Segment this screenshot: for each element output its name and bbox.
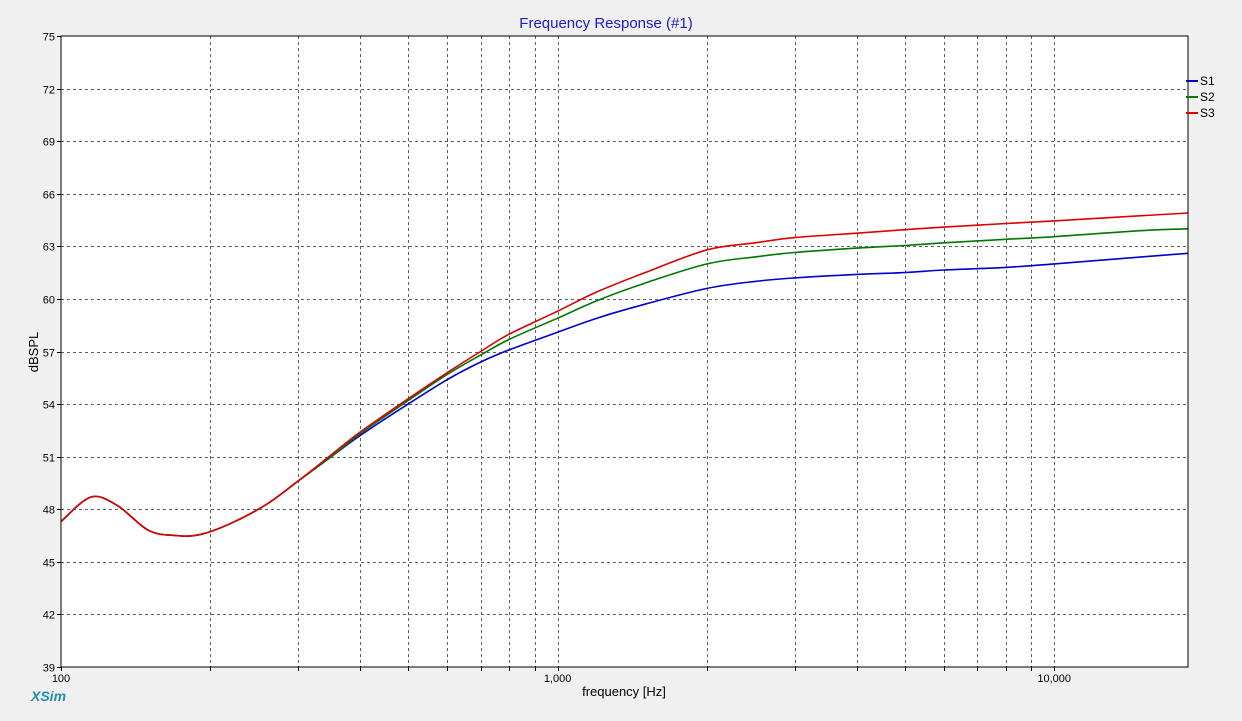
series-line-s3	[60, 212, 1189, 537]
y-tick-label: 75	[43, 32, 55, 44]
y-tick-label: 66	[43, 190, 55, 202]
x-tick-label: 100	[52, 673, 70, 685]
y-axis-label: dBSPL	[26, 332, 41, 372]
plot-area	[61, 36, 1188, 667]
series-layer	[60, 212, 1189, 537]
legend-label-s3: S3	[1200, 106, 1215, 120]
y-tick-label: 51	[43, 453, 55, 465]
y-tick-label: 57	[43, 348, 55, 360]
y-tick-label: 63	[43, 242, 55, 254]
legend: S1 S2 S3	[1186, 74, 1215, 120]
y-tick-label: 54	[43, 400, 55, 412]
x-tick-label: 10,000	[1037, 673, 1071, 685]
y-tick-label: 60	[43, 295, 55, 307]
y-tick-label: 45	[43, 558, 55, 570]
xsim-logo: XSim	[30, 688, 66, 704]
x-tick-label: 1,000	[544, 673, 572, 685]
y-tick-label: 39	[43, 663, 55, 675]
y-tick-label: 72	[43, 85, 55, 97]
y-tick-label: 48	[43, 505, 55, 517]
y-tick-label: 69	[43, 137, 55, 149]
chart-title: Frequency Response (#1)	[519, 15, 692, 32]
legend-label-s2: S2	[1200, 90, 1215, 104]
plot-frame	[60, 35, 1189, 668]
y-tick-label: 42	[43, 610, 55, 622]
axis-layer: 39 42 45 48 51 54 57 60 63 66 69 72 75 100 1,000 10,000	[43, 32, 1071, 686]
x-axis-label: frequency [Hz]	[582, 684, 666, 699]
legend-label-s1: S1	[1200, 74, 1215, 88]
grid-layer	[61, 36, 1188, 667]
